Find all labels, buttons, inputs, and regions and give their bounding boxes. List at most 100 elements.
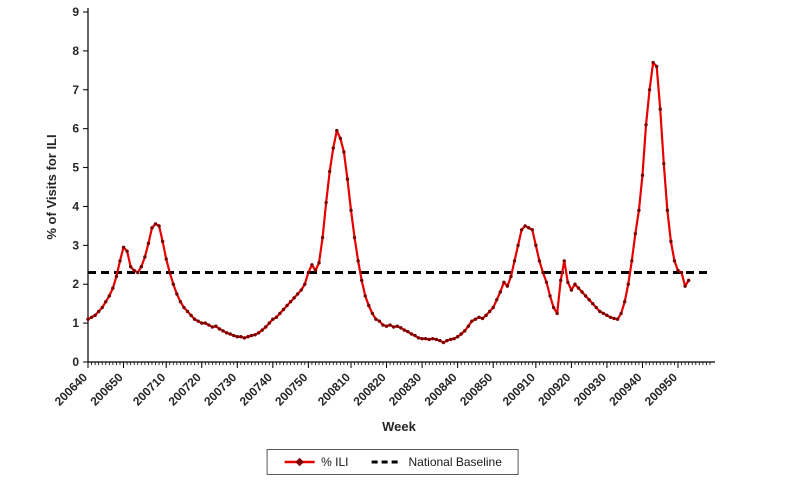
y-tick-label: 0	[72, 355, 79, 369]
ili-data-marker	[320, 235, 325, 240]
y-tick-label: 8	[72, 44, 79, 58]
ili-data-marker	[175, 292, 179, 296]
ili-data-marker	[203, 321, 207, 325]
ili-data-marker	[455, 335, 460, 339]
ili-data-marker	[153, 222, 158, 226]
x-tick-label: 200940	[606, 370, 644, 408]
y-tick-label: 7	[72, 83, 79, 97]
ili-data-marker	[292, 296, 296, 300]
x-tick-label: 200850	[457, 370, 495, 408]
ili-line-sample-icon	[284, 457, 315, 467]
ili-data-marker	[480, 316, 485, 321]
ili-data-marker	[160, 239, 165, 244]
ili-data-marker	[114, 274, 119, 279]
ili-data-marker	[228, 332, 232, 336]
ili-data-marker	[665, 208, 670, 213]
legend-label-national-baseline: National Baseline	[408, 455, 502, 469]
ili-data-marker	[242, 336, 247, 340]
ili-data-marker	[463, 329, 467, 333]
ili-data-marker	[519, 228, 524, 232]
ili-data-marker	[608, 315, 613, 319]
ili-data-marker	[651, 60, 655, 65]
ili-data-marker	[413, 333, 417, 338]
ili-data-marker	[100, 305, 104, 310]
ili-data-marker	[249, 333, 254, 338]
ili-data-marker	[281, 307, 286, 312]
ili-data-marker	[505, 284, 510, 288]
ili-data-marker	[399, 326, 403, 330]
ili-data-marker	[541, 270, 545, 275]
chart-legend: % ILI National Baseline	[266, 449, 519, 475]
x-tick-label: 200640	[52, 370, 90, 408]
ili-data-marker	[544, 280, 549, 284]
ili-data-marker	[338, 136, 343, 141]
x-tick-label: 200740	[237, 370, 275, 408]
ili-data-marker	[299, 288, 303, 292]
ili-data-marker	[548, 294, 552, 298]
x-tick-label: 200910	[500, 370, 538, 408]
ili-data-marker	[157, 224, 161, 228]
ili-data-marker	[278, 311, 282, 316]
ili-data-marker	[409, 332, 414, 336]
ili-data-marker	[679, 270, 684, 275]
ili-data-marker	[196, 319, 200, 323]
ili-data-marker	[587, 298, 591, 302]
ili-data-marker	[139, 265, 144, 269]
ili-data-marker	[349, 208, 353, 213]
baseline-dashed-sample-icon	[371, 460, 402, 464]
ili-data-marker	[562, 259, 566, 263]
ili-data-marker	[164, 257, 168, 261]
ili-data-marker	[267, 321, 271, 325]
ili-data-marker	[647, 88, 652, 92]
ili-data-marker	[377, 319, 382, 323]
y-tick-label: 4	[72, 199, 79, 213]
ili-data-marker	[224, 331, 229, 335]
ili-data-marker	[573, 282, 577, 286]
ili-data-marker	[406, 329, 410, 334]
ili-data-marker	[232, 333, 236, 338]
ili-data-marker	[626, 282, 630, 286]
ili-data-marker	[637, 208, 641, 213]
ili-data-marker	[200, 321, 204, 325]
legend-item-ili: % ILI	[283, 455, 348, 469]
ili-data-marker	[484, 313, 488, 318]
ili-data-marker	[438, 338, 442, 343]
ili-data-marker	[498, 290, 502, 294]
ili-data-marker	[296, 292, 300, 296]
y-tick-label: 6	[72, 122, 79, 136]
ili-data-marker	[509, 274, 513, 279]
ili-data-marker	[530, 228, 534, 232]
ili-data-marker	[569, 288, 574, 292]
ili-data-marker	[367, 303, 371, 308]
ili-data-marker	[374, 317, 378, 321]
x-tick-label: 200750	[272, 370, 310, 408]
ili-data-marker	[466, 324, 471, 328]
ili-data-marker	[306, 270, 311, 275]
ili-data-marker	[551, 305, 556, 310]
ili-data-marker	[260, 328, 264, 332]
ili-data-marker	[352, 235, 357, 240]
ili-data-marker	[615, 317, 620, 321]
ili-data-marker	[580, 290, 584, 294]
ili-data-marker	[384, 324, 389, 328]
ili-data-marker	[310, 263, 314, 267]
x-tick-label: 200950	[642, 370, 680, 408]
ili-data-marker	[676, 268, 680, 273]
ili-data-marker	[246, 335, 250, 339]
x-tick-label: 200820	[350, 370, 388, 408]
ili-data-marker	[345, 177, 350, 181]
y-axis-title: % of Visits for ILI	[44, 134, 59, 239]
ili-data-marker	[512, 259, 517, 263]
ili-data-marker	[192, 317, 197, 321]
ili-data-marker	[448, 337, 453, 342]
ili-data-marker	[214, 324, 218, 328]
ili-data-marker	[420, 336, 424, 341]
ili-data-marker	[423, 336, 428, 341]
ili-data-marker	[622, 300, 627, 304]
ili-data-marker	[473, 317, 478, 321]
ili-data-marker	[185, 309, 190, 314]
ili-data-marker	[391, 325, 396, 329]
ili-data-marker	[89, 315, 94, 319]
x-tick-label: 200810	[315, 370, 353, 408]
